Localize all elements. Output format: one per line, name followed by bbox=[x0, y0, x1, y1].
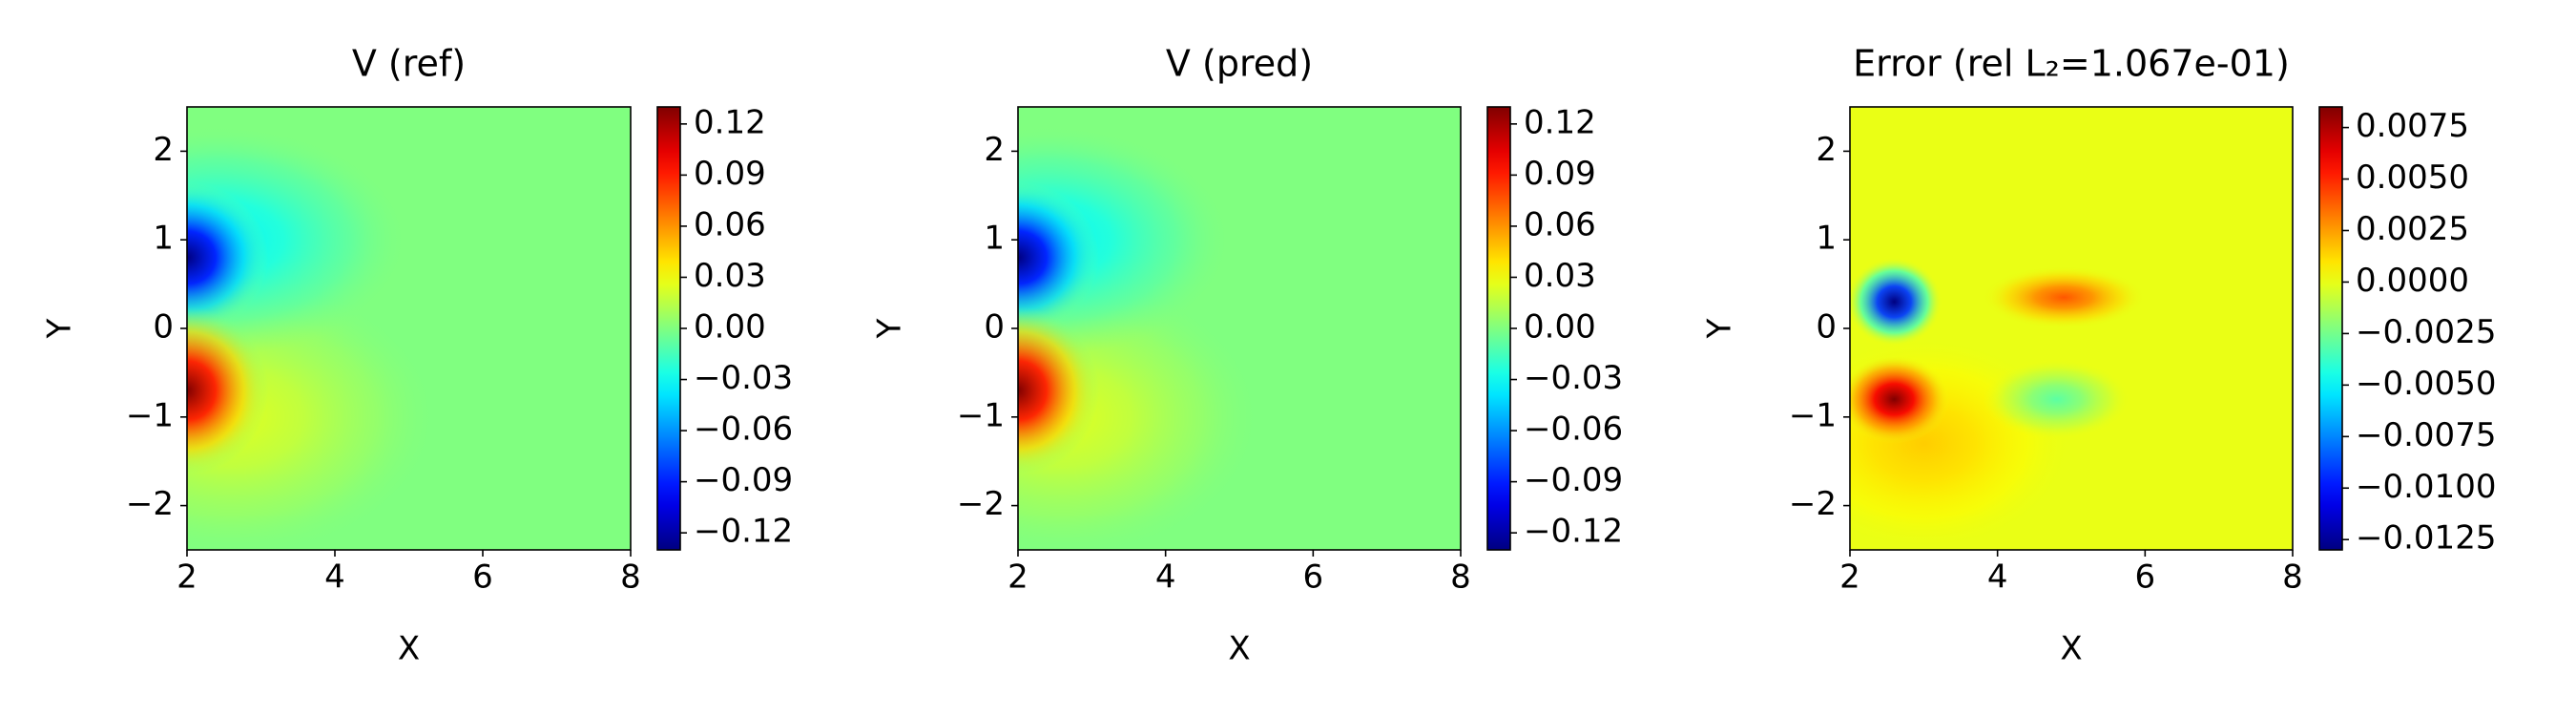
colorbar-tick-label: 0.0050 bbox=[2356, 158, 2469, 197]
x-tick-label: 2 bbox=[177, 558, 197, 597]
x-tick-label: 8 bbox=[620, 558, 641, 597]
colorbar-tick-label: 0.06 bbox=[694, 205, 766, 243]
colorbar-tick-label: −0.0025 bbox=[2356, 313, 2496, 351]
colorbar-tick-label: −0.06 bbox=[1524, 411, 1623, 449]
field-peak bbox=[1850, 257, 1942, 347]
y-tick-label: 2 bbox=[153, 131, 174, 169]
y-tick-label: 0 bbox=[153, 308, 174, 347]
y-tick-label: 2 bbox=[1816, 131, 1837, 169]
colorbar-tick-label: 0.0075 bbox=[2356, 107, 2469, 145]
x-axis-label: X bbox=[1228, 630, 1250, 668]
y-axis-label: Y bbox=[1701, 318, 1739, 339]
y-tick-label: −2 bbox=[126, 485, 174, 523]
field-peak bbox=[187, 305, 269, 475]
colorbar-tick-label: −0.0050 bbox=[2356, 365, 2496, 403]
field-peak bbox=[1983, 266, 2146, 328]
colorbar-tick-label: 0.03 bbox=[694, 257, 766, 295]
colorbar bbox=[656, 106, 681, 551]
x-tick-label: 8 bbox=[1450, 558, 1471, 597]
y-tick-label: −1 bbox=[957, 396, 1005, 434]
y-tick-label: 0 bbox=[1816, 308, 1837, 347]
x-tick-label: 6 bbox=[2135, 558, 2156, 597]
y-axis-label: Y bbox=[41, 318, 79, 339]
y-tick-label: −2 bbox=[957, 485, 1005, 523]
field-peak bbox=[1850, 354, 1950, 444]
y-tick-label: −1 bbox=[126, 396, 174, 434]
y-tick-label: 1 bbox=[153, 220, 174, 258]
colorbar-tick-label: −0.12 bbox=[694, 513, 793, 551]
x-tick-label: 4 bbox=[1987, 558, 2008, 597]
colorbar-tick-label: 0.12 bbox=[694, 103, 766, 141]
colorbar bbox=[1486, 106, 1511, 551]
x-axis-label: X bbox=[2060, 630, 2082, 668]
colorbar-tick-label: −0.0125 bbox=[2356, 519, 2496, 558]
y-tick-label: 0 bbox=[984, 308, 1005, 347]
colorbar-tick-label: 0.03 bbox=[1524, 257, 1596, 295]
colorbar-tick-label: 0.12 bbox=[1524, 103, 1596, 141]
y-tick-label: 1 bbox=[984, 220, 1005, 258]
field bbox=[1850, 257, 2146, 550]
y-tick-label: 1 bbox=[1816, 220, 1837, 258]
x-tick-label: 2 bbox=[1839, 558, 1860, 597]
y-axis-label: Y bbox=[871, 318, 909, 339]
colorbar-tick-label: −0.03 bbox=[1524, 359, 1623, 397]
x-tick-label: 4 bbox=[324, 558, 345, 597]
field-peak bbox=[1018, 305, 1100, 475]
colorbar-tick-label: 0.06 bbox=[1524, 205, 1596, 243]
x-axis-label: X bbox=[398, 630, 420, 668]
colorbar-tick-label: 0.00 bbox=[694, 308, 766, 347]
colorbar-tick-label: −0.12 bbox=[1524, 513, 1623, 551]
colorbar-tick-label: −0.03 bbox=[694, 359, 793, 397]
x-tick-label: 2 bbox=[1008, 558, 1028, 597]
colorbar-tick-label: 0.09 bbox=[694, 155, 766, 193]
x-tick-label: 4 bbox=[1155, 558, 1176, 597]
chart-title: V (ref) bbox=[352, 43, 466, 85]
colorbar-tick-label: 0.09 bbox=[1524, 155, 1596, 193]
colorbar-tick-label: −0.0075 bbox=[2356, 416, 2496, 454]
colorbar-tick-label: −0.0100 bbox=[2356, 468, 2496, 506]
chart-title: Error (rel L₂=1.067e-01) bbox=[1853, 43, 2290, 85]
colorbar-tick-label: −0.06 bbox=[694, 411, 793, 449]
x-tick-label: 8 bbox=[2282, 558, 2303, 597]
field-peak bbox=[1018, 181, 1100, 333]
field-peak bbox=[187, 181, 269, 333]
field-peak bbox=[1983, 359, 2130, 439]
y-tick-label: −1 bbox=[1789, 396, 1837, 434]
y-tick-label: −2 bbox=[1789, 485, 1837, 523]
x-tick-label: 6 bbox=[472, 558, 493, 597]
colorbar-tick-label: 0.00 bbox=[1524, 308, 1596, 347]
colorbar-tick-label: 0.0025 bbox=[2356, 210, 2469, 248]
field bbox=[1018, 124, 1262, 550]
colorbar-tick-label: −0.09 bbox=[694, 461, 793, 499]
y-tick-label: 2 bbox=[984, 131, 1005, 169]
field bbox=[187, 124, 439, 550]
x-tick-label: 6 bbox=[1303, 558, 1324, 597]
colorbar-tick-label: 0.0000 bbox=[2356, 262, 2469, 300]
chart-title: V (pred) bbox=[1166, 43, 1313, 85]
colorbar bbox=[2318, 106, 2343, 551]
colorbar-tick-label: −0.09 bbox=[1524, 461, 1623, 499]
